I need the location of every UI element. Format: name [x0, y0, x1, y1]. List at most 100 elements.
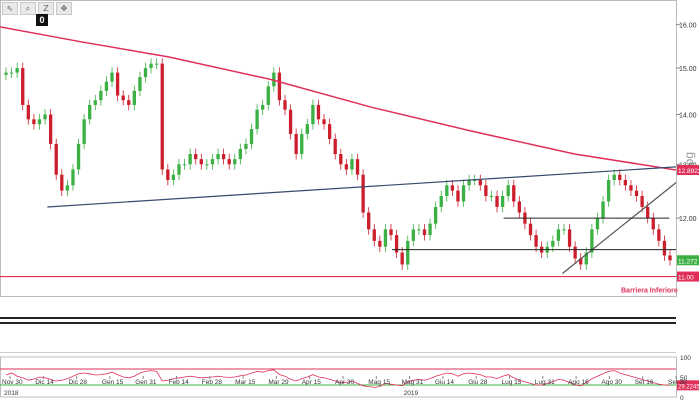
crosshair-icon[interactable]: ✥ [56, 2, 72, 15]
year-label: 2019 [404, 390, 419, 397]
candle-body [182, 164, 187, 166]
x-tick-label: Apr 15 [302, 379, 322, 386]
y-tick-label: 14.00 [679, 112, 697, 119]
candle-body [93, 100, 97, 105]
x-tick-label: Lug 31 [535, 379, 555, 386]
price-label-box [677, 271, 699, 282]
candle-body [305, 124, 309, 134]
candle-body [478, 179, 482, 186]
candle-body [584, 252, 588, 265]
candle-body [450, 185, 455, 191]
candle-body [154, 63, 159, 65]
candle-body [4, 72, 8, 75]
y-tick-label: 15.00 [679, 66, 697, 73]
candle-body [406, 240, 410, 265]
x-tick-label: Gen 15 [102, 379, 124, 386]
candle-body [277, 72, 282, 101]
candle-body [127, 100, 131, 105]
candle-body [288, 109, 293, 134]
magnify-icon[interactable]: ⌕ [20, 2, 36, 15]
candle-body [132, 90, 136, 105]
trendline [562, 182, 677, 274]
candle-body [115, 72, 120, 96]
candle-body [227, 159, 231, 165]
moving-average-line [0, 26, 677, 171]
candle-body [26, 104, 30, 120]
oscillator-tick-label: 50 [680, 375, 688, 382]
oscillator-tick-label: 100 [680, 355, 691, 362]
main-pane-frame [0, 0, 677, 297]
candle-body [512, 185, 516, 202]
candle-body [428, 223, 432, 236]
candle-body [400, 252, 404, 265]
candle-body [160, 63, 164, 170]
candle-body [261, 104, 265, 110]
candle-body [188, 154, 192, 165]
candle-body [417, 229, 421, 231]
candle-body [361, 174, 365, 213]
candle-body [210, 159, 215, 165]
x-tick-label: Dic 14 [35, 379, 54, 386]
x-tick-label: Giu 28 [468, 379, 488, 386]
candle-body [199, 159, 203, 165]
pane-separator [0, 317, 676, 319]
candle-body [668, 255, 672, 261]
candle-body [422, 229, 427, 236]
candle-body [634, 190, 639, 197]
candle-body [283, 100, 287, 110]
candle-body [567, 229, 572, 247]
price-label-box [677, 255, 699, 266]
x-tick-label: Apr 30 [335, 379, 355, 386]
candle-body [562, 229, 566, 231]
candle-body [104, 81, 109, 91]
pane-divider [0, 352, 676, 353]
candle-body [640, 196, 644, 207]
trendline [47, 166, 677, 208]
candle-body [612, 174, 616, 180]
candle-body [82, 119, 86, 144]
candle-body [110, 72, 114, 82]
candle-body [629, 185, 633, 191]
x-tick-label: Ago 16 [568, 379, 589, 386]
candle-body [32, 119, 36, 125]
candle-body [171, 174, 176, 180]
candle-body [618, 174, 622, 180]
candle-body [623, 179, 628, 186]
candle-body [528, 223, 533, 236]
candle-body [551, 240, 555, 247]
candle-body [445, 185, 449, 197]
candle-body [121, 95, 125, 101]
cursor-icon[interactable]: ⇖ [2, 2, 18, 15]
candle-body [166, 169, 170, 180]
candle-body [500, 196, 505, 207]
candle-body [467, 179, 471, 186]
candle-body [344, 164, 349, 170]
candle-body [272, 72, 276, 87]
candle-body [244, 143, 248, 149]
y-tick-label: 12.00 [679, 216, 697, 223]
price-label: 11.272 [678, 258, 698, 265]
barrier-label: Barriera Inferiore [621, 288, 678, 295]
candle-body [556, 229, 561, 241]
candle-body [433, 206, 438, 224]
x-tick-label: Dic 28 [69, 379, 88, 386]
candle-body [350, 159, 354, 170]
oscillator-tick-label: 0 [680, 395, 684, 400]
x-tick-label: Mag 15 [368, 379, 390, 386]
candle-body [456, 190, 460, 202]
x-tick-label: Mar 29 [268, 379, 289, 386]
candle-body [294, 133, 298, 155]
candle-body [216, 154, 220, 160]
y-tick-label: 16.00 [679, 23, 697, 30]
candle-body [71, 169, 75, 186]
candle-body [601, 201, 605, 219]
candle-body [266, 86, 270, 105]
candle-body [573, 246, 577, 259]
candle-body [88, 104, 92, 120]
candle-body [489, 196, 494, 198]
candle-body [249, 129, 254, 144]
candle-body [60, 174, 64, 191]
pane-separator [0, 322, 676, 324]
candle-body [255, 109, 259, 130]
